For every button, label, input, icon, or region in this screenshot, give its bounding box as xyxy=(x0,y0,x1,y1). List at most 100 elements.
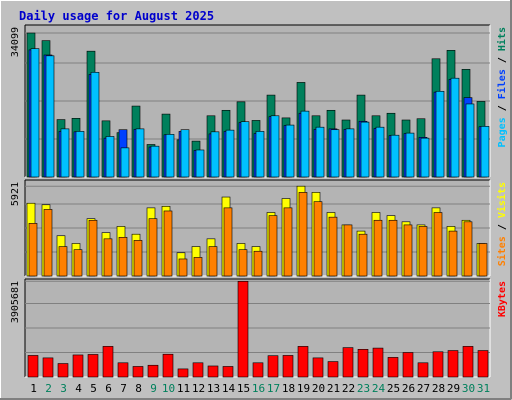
x-tick-label-day-20: 20 xyxy=(312,382,325,395)
x-tick-label-day-29: 29 xyxy=(447,382,460,395)
bar-kbytes-day-31 xyxy=(477,350,489,378)
x-tick-label-day-14: 14 xyxy=(222,382,236,395)
x-tick-label-day-7: 7 xyxy=(120,382,127,395)
y-tick-label-visits-sites: 5921 xyxy=(10,182,21,206)
bar-sites-day-16 xyxy=(253,250,263,277)
bar-pages-day-26 xyxy=(405,132,415,178)
bar-sites-day-18 xyxy=(283,207,293,277)
bar-kbytes-day-14 xyxy=(222,366,234,378)
bar-kbytes-day-29 xyxy=(447,350,459,378)
legend-entry-files: Files xyxy=(496,69,508,99)
bar-pages-day-31 xyxy=(480,126,490,178)
bar-sites-day-21 xyxy=(328,216,338,277)
x-tick-label-day-22: 22 xyxy=(342,382,355,395)
y-tick-label-kbytes: 3905681 xyxy=(10,281,21,323)
bar-kbytes-day-28 xyxy=(432,351,444,378)
bar-pages-day-5 xyxy=(90,71,100,178)
bar-sites-day-30 xyxy=(463,221,473,277)
legend-entry-visits: Visits xyxy=(496,182,508,218)
bar-pages-day-9 xyxy=(150,145,160,178)
bar-pages-day-27 xyxy=(420,137,430,178)
bar-kbytes-day-8 xyxy=(132,366,144,378)
x-tick-label-day-23: 23 xyxy=(357,382,370,395)
panel-kbytes: 3905681 KBytes xyxy=(10,278,508,378)
bar-pages-day-19 xyxy=(300,110,310,178)
bar-sites-day-3 xyxy=(58,246,68,277)
x-tick-label-day-21: 21 xyxy=(327,382,340,395)
bar-kbytes-day-21 xyxy=(327,361,339,378)
x-tick-label-day-12: 12 xyxy=(192,382,205,395)
x-axis: 1 2 3 4 5 6 7 8 9 10 11 12 13 14 15 16 17 18 19 20 21 22 23 24 2… xyxy=(30,382,490,395)
bar-sites-day-31 xyxy=(478,243,488,277)
legend-entry-sep: / xyxy=(497,218,508,236)
bar-kbytes-day-17 xyxy=(267,355,279,378)
bar-pages-day-30 xyxy=(465,103,475,178)
bar-kbytes-day-12 xyxy=(192,362,204,378)
bar-kbytes-day-22 xyxy=(342,347,354,378)
bar-kbytes-day-1 xyxy=(27,355,39,378)
bar-pages-day-1 xyxy=(30,48,40,178)
bar-pages-day-11 xyxy=(180,129,190,178)
bar-kbytes-day-11 xyxy=(177,368,189,378)
series-pages xyxy=(30,48,490,178)
bar-kbytes-day-16 xyxy=(252,362,264,378)
x-tick-label-day-17: 17 xyxy=(267,382,280,395)
x-tick-label-day-31: 31 xyxy=(477,382,490,395)
bar-sites-day-28 xyxy=(433,212,443,277)
bar-pages-day-28 xyxy=(435,90,445,178)
bar-pages-day-16 xyxy=(255,131,265,178)
x-tick-label-day-27: 27 xyxy=(417,382,430,395)
bar-kbytes-day-9 xyxy=(147,364,159,378)
bar-pages-day-20 xyxy=(315,126,325,178)
bar-pages-day-3 xyxy=(60,128,70,178)
x-tick-label-day-9: 9 xyxy=(150,382,157,395)
bar-pages-day-17 xyxy=(270,115,280,178)
bar-sites-day-9 xyxy=(148,218,158,277)
bar-pages-day-24 xyxy=(375,126,385,178)
bar-pages-day-21 xyxy=(330,129,340,178)
bar-sites-day-26 xyxy=(403,224,413,277)
bar-sites-day-1 xyxy=(28,223,38,277)
bar-sites-day-2 xyxy=(43,209,53,277)
bar-sites-day-6 xyxy=(103,238,113,277)
legend-hits-files-pages: Pages / Files / Hits xyxy=(496,27,508,147)
x-tick-label-day-10: 10 xyxy=(162,382,175,395)
bar-sites-day-7 xyxy=(118,236,128,277)
bar-pages-day-18 xyxy=(285,124,295,178)
legend-entry-sep: / xyxy=(497,51,508,69)
bar-kbytes-day-15 xyxy=(237,281,249,378)
bar-sites-day-23 xyxy=(358,233,368,277)
bar-sites-day-22 xyxy=(343,224,353,277)
x-tick-label-day-18: 18 xyxy=(282,382,295,395)
x-tick-label-day-26: 26 xyxy=(402,382,415,395)
bar-pages-day-25 xyxy=(390,134,400,178)
bar-sites-day-25 xyxy=(388,219,398,277)
bar-sites-day-10 xyxy=(163,210,173,277)
legend-visits-sites: Sites / Visits xyxy=(496,182,508,266)
x-tick-label-day-30: 30 xyxy=(462,382,475,395)
x-tick-label-day-5: 5 xyxy=(90,382,97,395)
bar-pages-day-6 xyxy=(105,136,115,178)
bar-sites-day-8 xyxy=(133,240,143,277)
x-tick-label-day-1: 1 xyxy=(30,382,37,395)
x-tick-label-day-28: 28 xyxy=(432,382,445,395)
x-tick-label-day-16: 16 xyxy=(252,382,265,395)
x-tick-label-day-6: 6 xyxy=(105,382,112,395)
bar-pages-day-22 xyxy=(345,128,355,178)
bar-kbytes-day-2 xyxy=(42,357,54,378)
bar-pages-day-12 xyxy=(195,149,205,178)
bar-kbytes-day-24 xyxy=(372,347,384,378)
bar-sites-day-12 xyxy=(193,257,203,277)
bar-sites-day-20 xyxy=(313,201,323,277)
bar-kbytes-day-5 xyxy=(87,354,99,378)
bar-kbytes-day-27 xyxy=(417,362,429,378)
bar-kbytes-day-30 xyxy=(462,346,474,378)
bar-pages-day-29 xyxy=(450,77,460,178)
x-tick-label-day-8: 8 xyxy=(135,382,142,395)
bar-pages-day-2 xyxy=(45,55,55,178)
legend-kbytes: KBytes xyxy=(497,281,508,317)
x-tick-label-day-2: 2 xyxy=(45,382,52,395)
bar-pages-day-13 xyxy=(210,131,220,178)
bar-pages-day-23 xyxy=(360,121,370,178)
